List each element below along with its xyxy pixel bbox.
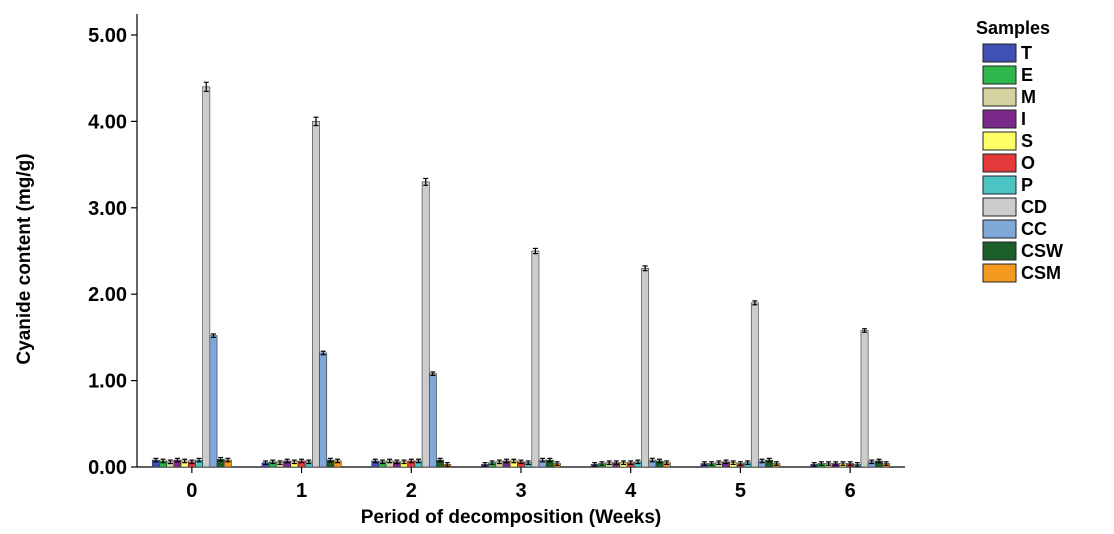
y-tick-label: 1.00 [88, 371, 127, 393]
y-axis-title: Cyanide content (mg/g) [14, 153, 35, 364]
legend-swatch-CC [982, 219, 1017, 239]
bar-CD-week-1 [312, 121, 320, 468]
legend-label-P: P [1021, 175, 1033, 195]
bar-CD-week-6 [860, 330, 869, 468]
x-tick-label: 4 [625, 480, 637, 502]
legend-label-CD: CD [1021, 197, 1047, 217]
legend-label-E: E [1021, 65, 1033, 85]
legend-swatch-O [982, 153, 1017, 173]
bar-CC-week-1 [319, 352, 328, 468]
legend-label-M: M [1021, 87, 1036, 107]
bar-CD-week-5 [750, 302, 759, 468]
legend-swatch-E [982, 65, 1017, 85]
x-tick-label: 5 [735, 480, 746, 502]
y-tick-label: 0.00 [88, 457, 127, 479]
y-tick-label: 2.00 [88, 284, 127, 306]
legend-swatch-P [982, 175, 1017, 195]
legend-label-T: T [1021, 43, 1032, 63]
bar-CC-week-2 [428, 373, 437, 468]
bar-CC-week-0 [209, 335, 218, 468]
x-tick-label: 0 [186, 480, 197, 502]
legend-label-CSW: CSW [1021, 241, 1063, 261]
x-tick-label: 6 [845, 480, 856, 502]
bars-group [151, 81, 891, 468]
y-tick-label: 5.00 [88, 25, 127, 47]
ticks-group: 0.00 1.00 2.00 3.00 4.00 5.00 0 1 2 3 4 5 6 [88, 25, 856, 502]
y-tick-label: 3.00 [88, 198, 127, 220]
legend-label-CSM: CSM [1021, 263, 1061, 283]
legend-swatch-T [982, 43, 1017, 63]
legend-swatch-CSW [982, 241, 1017, 261]
legend-swatch-CSM [982, 263, 1017, 283]
legend-label-S: S [1021, 131, 1033, 151]
axes-group [136, 14, 905, 468]
legend-title: Samples [976, 18, 1050, 38]
legend-swatch-CD [982, 197, 1017, 217]
legend-label-O: O [1021, 153, 1035, 173]
legend-label-I: I [1021, 109, 1026, 129]
legend-swatch-S [982, 131, 1017, 151]
legend-swatch-I [982, 109, 1017, 129]
x-tick-label: 2 [406, 480, 417, 502]
bar-CD-week-3 [531, 250, 540, 468]
x-axis-title: Period of decomposition (Weeks) [361, 507, 662, 528]
y-tick-label: 4.00 [88, 111, 127, 133]
bar-CD-week-0 [202, 86, 211, 468]
bar-CD-week-4 [641, 267, 650, 468]
legend-label-CC: CC [1021, 219, 1047, 239]
bar-CD-week-2 [421, 181, 430, 468]
x-tick-label: 1 [296, 480, 307, 502]
x-tick-label: 3 [515, 480, 526, 502]
legend-swatch-M [982, 87, 1017, 107]
